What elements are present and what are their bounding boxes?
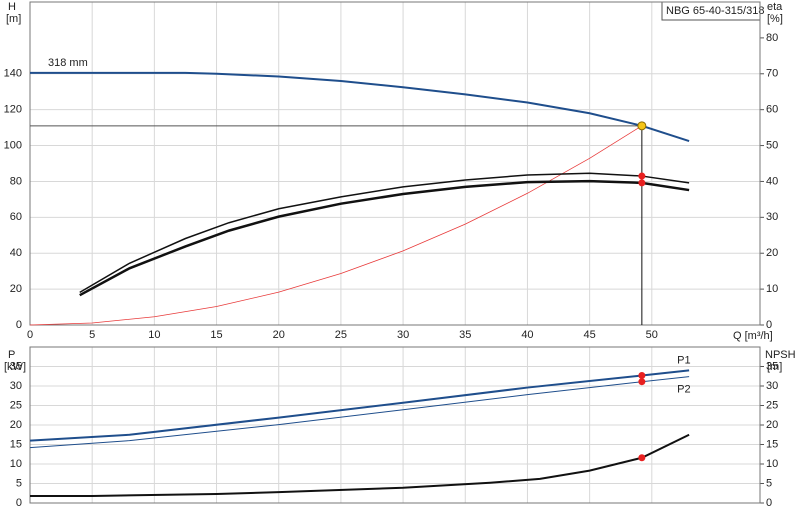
x-tick-label: 30 (397, 329, 409, 341)
y2-axis-label: NPSH (765, 349, 796, 361)
y-tick-label: 100 (4, 139, 22, 151)
y-tick-label: 35 (10, 360, 22, 372)
series-label: 318 mm (48, 57, 88, 69)
series-line (79, 172, 690, 293)
y-tick-label: 120 (4, 104, 22, 116)
y2-tick-label: 35 (766, 360, 778, 372)
x-tick-label: 40 (521, 329, 533, 341)
y-axis-label: P (8, 349, 15, 361)
y-tick-label: 25 (10, 399, 22, 411)
y-tick-label: 40 (10, 247, 22, 259)
y-tick-label: 140 (4, 68, 22, 80)
y-tick-label: 15 (10, 438, 22, 450)
y2-tick-label: 40 (766, 175, 778, 187)
series-label: P1 (677, 354, 690, 366)
duty-marker (638, 179, 646, 187)
series-line (30, 433, 690, 497)
chart-title: NBG 65-40-315/318 (666, 5, 764, 17)
x-tick-label: 50 (646, 329, 658, 341)
duty-marker (638, 378, 646, 386)
y-tick-label: 10 (10, 458, 22, 470)
y2-tick-label: 30 (766, 211, 778, 223)
x-tick-label: 5 (89, 329, 95, 341)
y-tick-label: 60 (10, 211, 22, 223)
y-tick-label: 5 (16, 477, 22, 489)
y-axis-unit: [m] (6, 13, 21, 25)
y2-axis-unit: [%] (767, 13, 783, 25)
x-axis-label: Q [m³/h] (733, 330, 773, 342)
y2-tick-label: 20 (766, 247, 778, 259)
y2-tick-label: 70 (766, 68, 778, 80)
y2-tick-label: 5 (766, 477, 772, 489)
y2-axis-unit: [m] (767, 361, 782, 373)
y2-tick-label: 0 (766, 497, 772, 509)
duty-marker (638, 172, 646, 180)
x-tick-label: 25 (335, 329, 347, 341)
duty-point (637, 121, 647, 131)
y2-tick-label: 25 (766, 399, 778, 411)
x-tick-label: 0 (27, 329, 33, 341)
x-tick-label: 20 (273, 329, 285, 341)
y2-tick-label: 80 (766, 32, 778, 44)
x-tick-label: 35 (459, 329, 471, 341)
duty-marker (638, 454, 646, 462)
series-line (29, 376, 690, 449)
x-tick-label: 10 (148, 329, 160, 341)
y2-axis-label: eta (767, 1, 783, 13)
y2-tick-label: 50 (766, 139, 778, 151)
y2-tick-label: 10 (766, 458, 778, 470)
y2-tick-label: 20 (766, 419, 778, 431)
y2-tick-label: 0 (766, 319, 772, 331)
plot-frame (29, 346, 761, 504)
y2-tick-label: 10 (766, 283, 778, 295)
y2-tick-label: 30 (766, 380, 778, 392)
series-line (30, 71, 690, 143)
x-tick-label: 15 (210, 329, 222, 341)
series-label: P2 (677, 384, 690, 396)
y-tick-label: 0 (16, 497, 22, 509)
x-tick-label: 45 (584, 329, 596, 341)
y2-tick-label: 15 (766, 438, 778, 450)
plot-frame (29, 1, 761, 326)
y-axis-unit: [kW] (4, 361, 26, 373)
y-tick-label: 20 (10, 283, 22, 295)
y-tick-label: 30 (10, 380, 22, 392)
duty-marker (638, 371, 646, 379)
y-axis-label: H (8, 1, 16, 13)
y-tick-label: 80 (10, 175, 22, 187)
y2-tick-label: 60 (766, 104, 778, 116)
y-tick-label: 0 (16, 319, 22, 331)
series-line (79, 179, 690, 297)
y-tick-label: 20 (10, 419, 22, 431)
series-line (29, 125, 643, 326)
